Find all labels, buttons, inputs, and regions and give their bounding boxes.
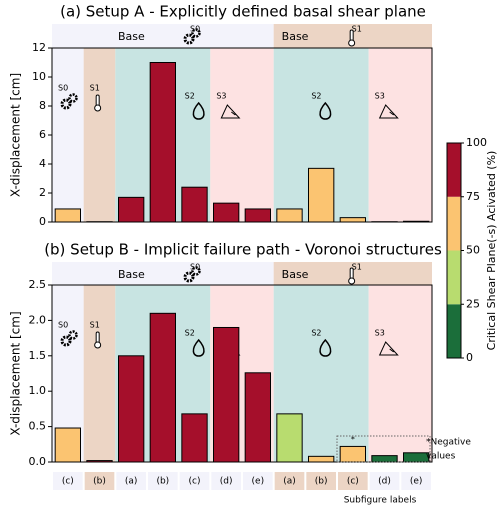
bar — [87, 461, 112, 462]
subfigure-label: (b) — [93, 477, 106, 487]
chart-title: (a) Setup A - Explicitly defined basal s… — [60, 3, 426, 21]
y-tick-label: 2.0 — [29, 313, 47, 326]
icon — [96, 332, 99, 343]
icon — [96, 95, 99, 106]
subfigure-label: (a) — [283, 477, 296, 487]
colorbar-tick-label: 50 — [466, 244, 480, 257]
bar — [119, 356, 144, 462]
region-label: S2 — [185, 329, 195, 338]
icon — [349, 40, 355, 46]
subfigure-label: (c) — [189, 477, 201, 487]
annotation: *Negative — [426, 438, 471, 448]
y-tick-label: 0 — [39, 215, 46, 228]
subfigure-label: (b) — [156, 477, 169, 487]
y-tick-label: 12 — [32, 41, 46, 54]
y-tick-label: 0.0 — [29, 455, 47, 468]
bar — [214, 327, 239, 462]
region — [84, 285, 116, 462]
subfigure-label: (d) — [378, 477, 391, 487]
header-strip — [52, 24, 274, 48]
header-label: Base — [118, 268, 145, 281]
subfigure-label: (e) — [410, 477, 423, 487]
colorbar-segment — [447, 143, 461, 197]
y-tick-label: 8 — [39, 99, 46, 112]
subfigure-label: (d) — [220, 477, 233, 487]
icon — [350, 268, 353, 279]
icon — [95, 342, 101, 348]
region-label: S2 — [311, 329, 321, 338]
bar — [245, 209, 270, 222]
header-label: Base — [282, 30, 309, 43]
header-label: Base — [118, 30, 145, 43]
region — [210, 48, 273, 222]
colorbar-tick-label: 100 — [466, 136, 487, 149]
bar — [150, 63, 175, 223]
colorbar-segment — [447, 304, 461, 358]
y-axis-label: X-displacement [cm] — [9, 311, 23, 435]
header-strip — [52, 262, 274, 285]
y-tick-label: 4 — [39, 157, 46, 170]
bar — [277, 209, 302, 222]
y-tick-label: 1.5 — [29, 349, 47, 362]
y-axis-label: X-displacement [cm] — [9, 73, 23, 197]
subfigure-label: (a) — [125, 477, 138, 487]
region-label: S1 — [90, 321, 100, 330]
subfigure-label: (c) — [347, 477, 359, 487]
subfigure-label: (e) — [252, 477, 265, 487]
annotation: values — [426, 452, 456, 462]
region-label: S2 — [185, 92, 195, 101]
region-label: S2 — [311, 92, 321, 101]
y-tick-label: 10 — [32, 70, 46, 83]
y-tick-label: 0.5 — [29, 420, 47, 433]
colorbar-label: Critical Shear Plane(-s) Acivated (%) — [485, 151, 498, 351]
chart-title: (b) Setup B - Implicit failure path - Vo… — [44, 241, 442, 259]
bar — [277, 414, 302, 462]
y-tick-label: 2.5 — [29, 278, 47, 291]
colorbar-tick-label: 25 — [466, 297, 480, 310]
region-label: S1 — [90, 84, 100, 93]
bar — [150, 313, 175, 462]
header-label: Base — [282, 268, 309, 281]
colorbar-segment — [447, 197, 461, 251]
bar — [214, 203, 239, 222]
colorbar-tick-label: 0 — [466, 351, 473, 364]
bar — [309, 456, 334, 462]
bar — [309, 168, 334, 222]
bar — [245, 373, 270, 462]
bar — [55, 428, 80, 462]
region-label: S0 — [58, 84, 68, 93]
subfigure-label: (b) — [315, 477, 328, 487]
region — [84, 48, 116, 222]
region-label: S3 — [375, 329, 385, 338]
bar — [340, 218, 365, 222]
region — [369, 285, 432, 462]
bar — [404, 221, 429, 222]
region — [52, 48, 84, 222]
bar — [372, 456, 397, 462]
y-tick-label: 6 — [39, 128, 46, 141]
icon — [350, 30, 353, 41]
bar — [182, 187, 207, 222]
bar — [119, 197, 144, 222]
icon — [95, 105, 101, 111]
y-tick-label: 1.0 — [29, 384, 47, 397]
bar — [182, 414, 207, 462]
subfigure-label: (c) — [62, 477, 74, 487]
colorbar-tick-label: 75 — [466, 190, 480, 203]
y-tick-label: 2 — [39, 186, 46, 199]
bar — [55, 209, 80, 222]
bar — [340, 446, 365, 462]
subfigure-title: Subfigure labels — [344, 496, 417, 506]
region-label: S3 — [216, 92, 226, 101]
icon — [349, 278, 355, 284]
region-label: S0 — [58, 321, 68, 330]
region-label: S3 — [375, 92, 385, 101]
colorbar-segment — [447, 251, 461, 305]
region — [369, 48, 432, 222]
